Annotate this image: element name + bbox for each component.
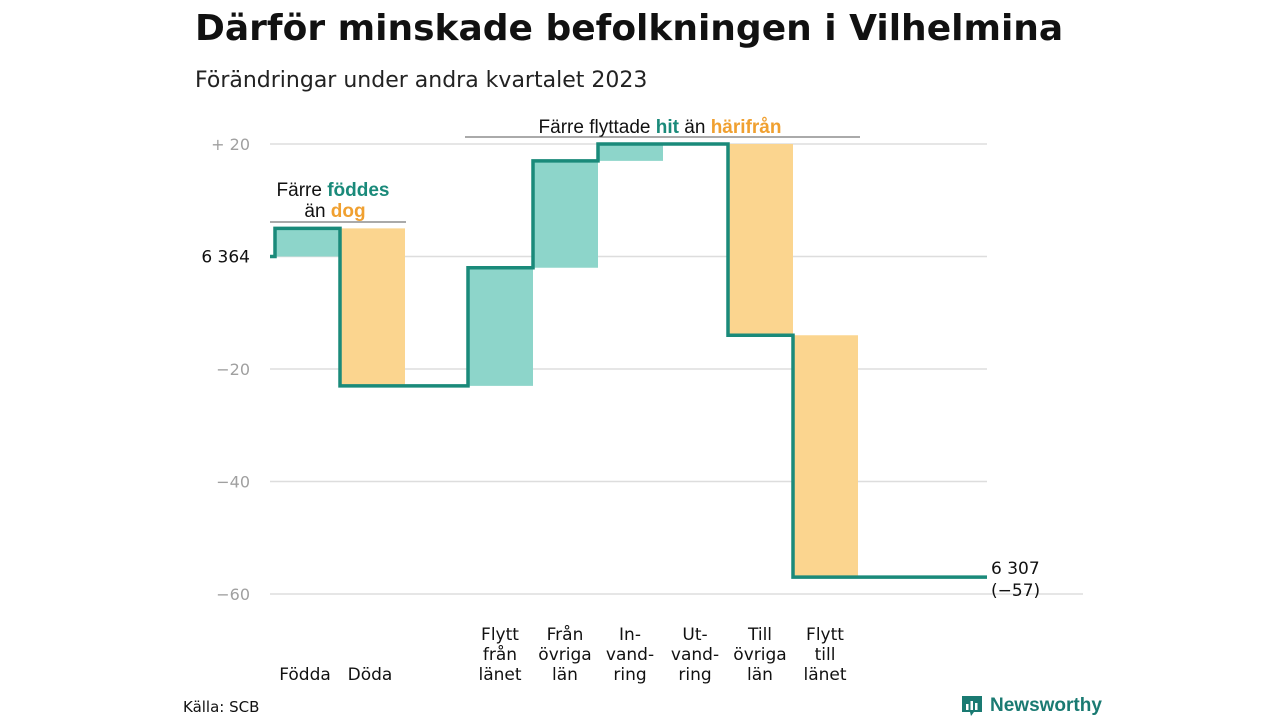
y-axis-ticks: + 20 6 364 −20 −40 −60 bbox=[201, 135, 250, 604]
y-tick-label: 6 364 bbox=[201, 248, 250, 268]
chart-title: Därför minskade befolkningen i Vilhelmin… bbox=[195, 8, 1064, 49]
migration-annotation: Färre flyttade hit än härifrån bbox=[539, 117, 782, 138]
category-label: länet bbox=[803, 665, 846, 685]
bars bbox=[275, 144, 858, 578]
bar bbox=[468, 267, 533, 386]
category-label: övriga bbox=[733, 645, 786, 665]
category-label: län bbox=[552, 665, 578, 685]
category-label: från bbox=[483, 644, 517, 665]
category-label: Flytt bbox=[806, 625, 844, 645]
chart-subtitle: Förändringar under andra kvartalet 2023 bbox=[195, 68, 648, 93]
bar bbox=[793, 335, 858, 578]
births-annotation-line2: än dog bbox=[304, 201, 365, 222]
source-note: Källa: SCB bbox=[183, 698, 260, 716]
category-label: Flytt bbox=[481, 625, 519, 645]
brand-logo: Newsworthy bbox=[960, 694, 1102, 718]
end-change-label: (−57) bbox=[991, 581, 1040, 601]
newsworthy-icon bbox=[962, 696, 982, 716]
y-tick-label: −60 bbox=[216, 585, 250, 604]
category-label: Till bbox=[747, 625, 772, 645]
category-label: vand- bbox=[606, 645, 654, 665]
category-label: ring bbox=[678, 665, 711, 685]
category-label: In- bbox=[619, 625, 641, 645]
births-annotation-line1: Färre föddes bbox=[277, 180, 390, 201]
category-labels: Födda DödaFlyttfrånlänetFrånövrigalänIn-v… bbox=[279, 624, 847, 685]
category-label: Från bbox=[547, 624, 584, 645]
bar bbox=[728, 144, 793, 336]
bar bbox=[275, 228, 340, 257]
bar bbox=[598, 144, 663, 161]
y-tick-label: −40 bbox=[216, 473, 250, 492]
bar bbox=[533, 160, 598, 268]
category-label: län bbox=[747, 665, 773, 685]
category-label: till bbox=[815, 645, 836, 665]
y-tick-label: + 20 bbox=[211, 135, 250, 154]
bar bbox=[340, 228, 405, 386]
y-tick-label: −20 bbox=[216, 360, 250, 379]
end-value-label: 6 307 bbox=[991, 559, 1040, 579]
brand-name: Newsworthy bbox=[990, 695, 1102, 716]
category-label: ring bbox=[613, 665, 646, 685]
category-label: Födda bbox=[279, 665, 331, 685]
category-label: vand- bbox=[671, 645, 719, 665]
category-label: övriga bbox=[538, 645, 591, 665]
category-label: Döda bbox=[348, 665, 393, 685]
category-label: länet bbox=[478, 665, 521, 685]
cumulative-step-line bbox=[270, 142, 987, 579]
category-label: Ut- bbox=[682, 625, 707, 645]
